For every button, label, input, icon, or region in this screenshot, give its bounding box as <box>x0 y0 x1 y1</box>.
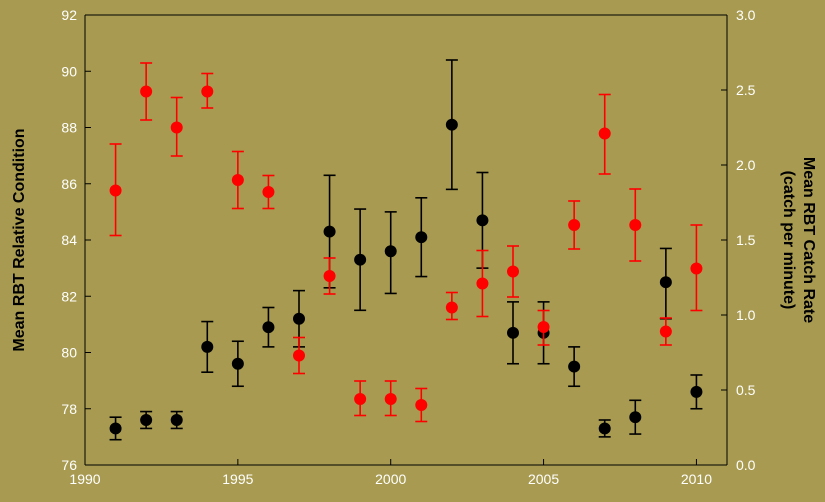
data-point <box>201 340 214 353</box>
data-point <box>476 277 489 290</box>
data-point <box>690 262 703 275</box>
y-tick-label: 80 <box>61 345 77 361</box>
axes: 1990 1995 2000 2005 2010 76 78 80 82 84 86 88 90 92 0.… <box>61 7 755 487</box>
data-point <box>445 118 458 131</box>
y2-tick-label: 1.0 <box>736 307 756 323</box>
data-point <box>262 321 275 334</box>
series-0 <box>109 59 703 441</box>
data-point <box>507 326 519 339</box>
y2-axis-title-line1: Mean RBT Catch Rate <box>800 157 817 323</box>
data-point <box>384 393 397 405</box>
y2-axis-title-line2: (catch per minute) <box>780 171 797 310</box>
y2-tick-label: 3.0 <box>736 7 756 23</box>
data-point <box>629 411 642 424</box>
y-axis-title: Mean RBT Relative Condition <box>11 128 28 351</box>
data-point <box>598 127 611 140</box>
data-point <box>323 225 336 238</box>
y-tick-label: 88 <box>61 120 77 136</box>
data-point <box>231 357 244 370</box>
data-point <box>293 349 305 362</box>
data-point <box>323 270 336 282</box>
y-tick-label: 84 <box>61 232 77 248</box>
data-point <box>109 422 122 435</box>
data-point <box>354 393 367 405</box>
x-tick-label: 1990 <box>69 471 100 487</box>
data-point <box>231 174 244 186</box>
y-tick-label: 82 <box>61 288 77 304</box>
data-point <box>690 385 703 398</box>
data-point <box>659 325 672 338</box>
data-point <box>262 186 275 198</box>
data-point <box>140 85 153 98</box>
series-1 <box>109 62 703 423</box>
data-point <box>170 121 183 134</box>
data-point <box>476 214 489 227</box>
y2-tick-label: 1.5 <box>736 232 756 248</box>
y-tick-label: 90 <box>61 63 77 79</box>
data-point <box>537 321 550 333</box>
x-tick-label: 2010 <box>681 471 712 487</box>
x-tick-label: 2000 <box>375 471 406 487</box>
y2-tick-label: 2.5 <box>736 82 756 98</box>
y2-tick-label: 2.0 <box>736 157 756 173</box>
data-point <box>415 231 428 244</box>
data-point <box>170 414 183 426</box>
data-point <box>140 414 153 426</box>
data-point <box>507 265 519 278</box>
y-tick-label: 76 <box>61 457 77 473</box>
x-tick-label: 1995 <box>222 471 253 487</box>
y2-tick-label: 0.0 <box>736 457 756 473</box>
y2-tick-label: 0.5 <box>736 382 756 398</box>
data-point <box>109 184 122 197</box>
y-tick-label: 78 <box>61 401 77 417</box>
data-point <box>568 360 581 373</box>
data-point <box>598 422 611 435</box>
data-point <box>201 85 214 98</box>
y-tick-label: 92 <box>61 7 77 23</box>
data-point <box>293 312 305 325</box>
data-point <box>354 253 367 266</box>
x-tick-label: 2005 <box>528 471 559 487</box>
data-point <box>568 219 581 231</box>
y-tick-label: 86 <box>61 176 77 192</box>
data-point <box>415 399 428 411</box>
data-point <box>445 301 458 314</box>
data-point <box>384 245 397 258</box>
plot-area <box>109 59 703 441</box>
data-point <box>659 276 672 289</box>
data-point <box>629 219 642 231</box>
